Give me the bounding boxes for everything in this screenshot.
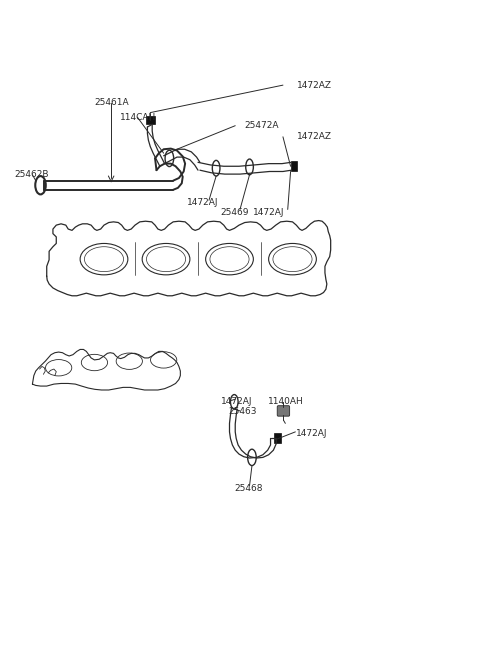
Bar <box>146 116 155 124</box>
Bar <box>290 161 297 171</box>
Bar <box>275 432 281 443</box>
Text: 25463: 25463 <box>228 407 257 416</box>
Text: 25468: 25468 <box>234 484 263 493</box>
Text: 1472AJ: 1472AJ <box>296 428 328 438</box>
Text: 1472AZ: 1472AZ <box>297 132 332 141</box>
Text: 1472AJ: 1472AJ <box>221 397 252 406</box>
Text: 25472A: 25472A <box>245 121 279 130</box>
FancyBboxPatch shape <box>277 406 289 416</box>
Text: 25462B: 25462B <box>15 170 49 179</box>
Text: 1140AH: 1140AH <box>268 397 303 406</box>
Text: 114CAH: 114CAH <box>120 113 156 122</box>
Text: 1472AJ: 1472AJ <box>253 208 285 217</box>
Text: 25461A: 25461A <box>95 99 129 107</box>
Text: 1472AJ: 1472AJ <box>187 198 218 207</box>
Text: 1472AZ: 1472AZ <box>297 81 332 89</box>
Text: 25469: 25469 <box>220 208 249 217</box>
